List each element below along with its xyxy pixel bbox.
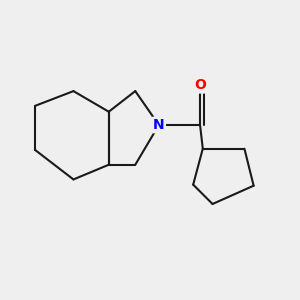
Text: O: O — [194, 78, 206, 92]
Text: N: N — [153, 118, 165, 132]
